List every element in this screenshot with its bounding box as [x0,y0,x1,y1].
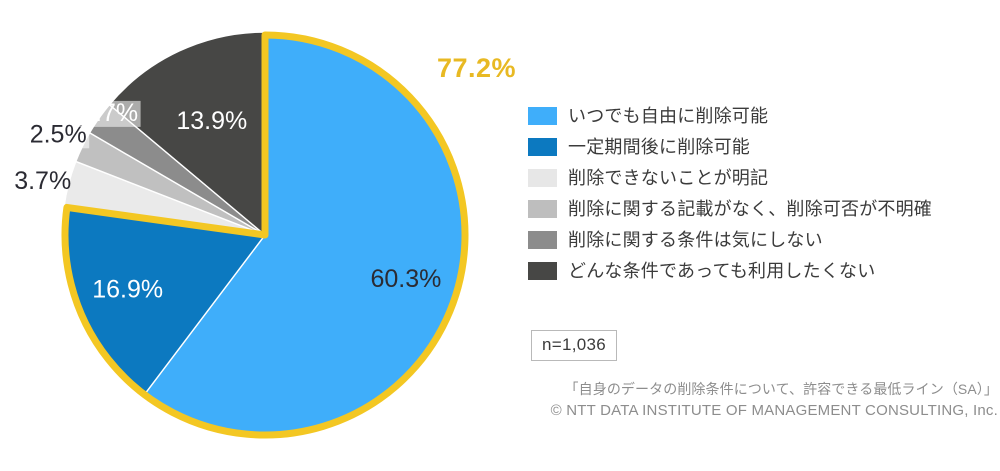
slice-value-label: 2.5% [30,120,87,148]
slice-value-label: 60.3% [370,265,441,293]
total-callout-label: 77.2% [437,53,516,83]
legend-item[interactable]: 削除に関する記載がなく、削除可否が不明確 [528,193,978,224]
chart-footer: 「自身のデータの削除条件について、許容できる最低ライン（SA）」 © NTT D… [430,379,998,421]
legend-item[interactable]: いつでも自由に削除可能 [528,100,978,131]
legend-color-swatch [528,261,557,280]
legend-item-label: どんな条件であっても利用したくない [568,260,876,281]
legend-color-swatch [528,230,557,249]
pie-slice [108,31,266,237]
legend-item-label: いつでも自由に削除可能 [568,105,769,126]
legend-item-label: 削除できないことが明記 [568,167,769,188]
legend-item[interactable]: 削除できないことが明記 [528,162,978,193]
pie-highlight-outline [61,31,469,439]
pie-slice-labels-group: 60.3% 16.9% 3.7% 2.5%2.7% 13.9% [14,99,441,303]
pie-slices-group [61,31,469,439]
legend-color-swatch [528,106,557,125]
legend-item-label: 一定期間後に削除可能 [568,136,750,157]
legend-color-swatch [528,137,557,156]
chart-legend: いつでも自由に削除可能 一定期間後に削除可能 削除できないことが明記削除に関する記載… [528,100,978,286]
footer-copyright-text: © NTT DATA INSTITUTE OF MANAGEMENT CONSU… [550,402,998,419]
legend-item[interactable]: どんな条件であっても利用したくない [528,255,978,286]
legend-item[interactable]: 一定期間後に削除可能 [528,131,978,162]
sample-size-badge: n=1,036 [531,330,618,361]
slice-value-label: 16.9% [92,275,163,303]
legend-color-swatch [528,199,557,218]
slice-value-label: 2.7% [81,99,138,127]
legend-item-label: 削除に関する記載がなく、削除可否が不明確 [568,198,932,219]
highlight-arc [61,31,469,439]
slice-value-label: 13.9% [176,107,247,135]
slice-value-label: 3.7% [14,167,71,195]
legend-item[interactable]: 削除に関する条件は気にしない [528,224,978,255]
legend-item-label: 削除に関する条件は気にしない [568,229,823,250]
legend-color-swatch [528,168,557,187]
footer-question-text: 「自身のデータの削除条件について、許容できる最低ライン（SA）」 [564,381,998,397]
slice-label-plate [78,100,141,127]
